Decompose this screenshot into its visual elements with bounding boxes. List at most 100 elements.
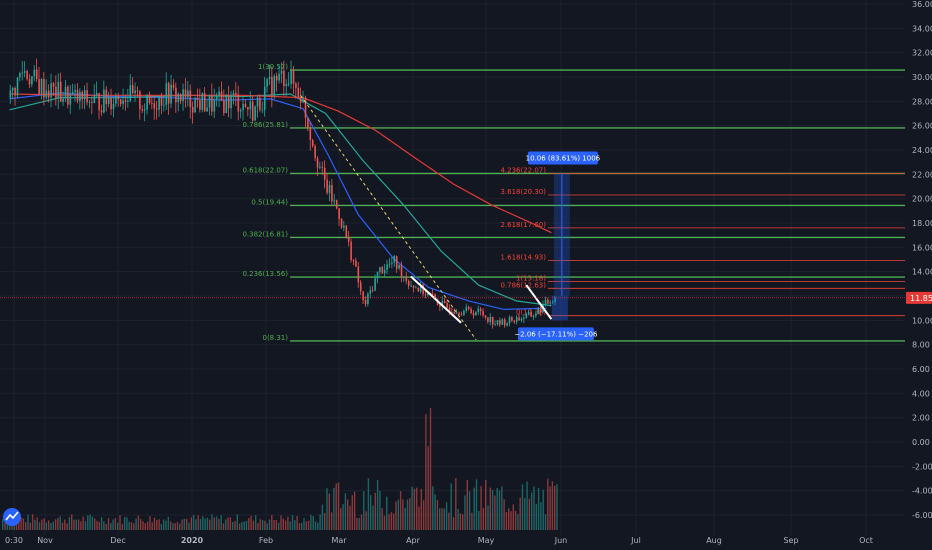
volume-bar (103, 521, 105, 530)
volume-bar (321, 504, 324, 530)
candle-body (127, 100, 129, 102)
volume-bar (289, 521, 291, 530)
volume-bar (130, 522, 133, 530)
candle-body (91, 101, 93, 103)
candle-body (232, 92, 235, 95)
candle-body (326, 179, 328, 193)
volume-bar (140, 519, 142, 530)
candle-body (112, 103, 115, 110)
volume-bar (77, 519, 80, 530)
volume-bar (383, 515, 386, 530)
volume-bar (27, 514, 29, 530)
volume-bar (349, 505, 351, 530)
candle-body (415, 287, 417, 289)
price-tick-label: 22.00 (912, 170, 932, 179)
candle-body (388, 263, 391, 265)
last-price-label: 11.85 (910, 294, 932, 303)
candle-body (122, 100, 124, 105)
candle-body (28, 79, 31, 85)
time-tick-label: 2020 (181, 536, 204, 545)
volume-bar (225, 519, 227, 530)
fib-retracement-label: 0.382(16.81) (242, 230, 288, 238)
trend-line-dashed[interactable] (300, 94, 477, 341)
volume-bar (197, 515, 199, 530)
candle-body (33, 69, 36, 77)
candle-body (100, 110, 103, 113)
price-tick-label: -6.00 (912, 511, 932, 520)
volume-bar (188, 522, 190, 530)
volume-bar (59, 516, 61, 530)
candle-body (220, 91, 223, 101)
candle-body (184, 89, 187, 98)
volume-bar (455, 478, 457, 530)
volume-bar (347, 499, 349, 530)
candle-body (551, 302, 554, 303)
time-tick-label: Oct (859, 536, 873, 545)
volume-bar (232, 521, 234, 530)
candle-body (266, 79, 268, 87)
last-price-tag (906, 291, 932, 304)
candle-body (83, 90, 86, 100)
tradingview-logo-icon[interactable] (3, 508, 21, 526)
volume-bar (473, 487, 475, 530)
volume-bar (71, 514, 73, 530)
price-range-measure[interactable]: 10.06 (83.61%) 1006 −2.06 (−17.11%) −206 (514, 151, 601, 341)
trend-line-white[interactable] (410, 275, 462, 324)
candle-body (314, 146, 316, 158)
candle-body (403, 276, 405, 278)
candle-body (187, 90, 189, 98)
measure-down-range[interactable] (551, 295, 568, 321)
volume-bar (551, 481, 554, 530)
volume-bar (528, 498, 531, 530)
price-tick-label: 20.00 (912, 195, 932, 204)
volume-bar (298, 523, 301, 530)
candle-body (345, 225, 348, 238)
candle-body (503, 319, 506, 326)
trend-drawings[interactable] (300, 94, 553, 341)
candle-body (513, 320, 516, 322)
trend-line-white[interactable] (525, 284, 553, 320)
candle-body (280, 70, 283, 74)
volume-bar (264, 520, 266, 530)
volume-bar (535, 503, 537, 530)
volume-bar (436, 500, 439, 530)
volume-bar (6, 519, 8, 530)
candle-body (177, 93, 180, 103)
volume-bar (475, 479, 478, 530)
moving-average-line (9, 93, 552, 307)
candle-body (477, 308, 480, 313)
candle-body (206, 107, 208, 112)
candle-body (472, 313, 475, 316)
candle-body (38, 79, 40, 95)
volume-bar (397, 499, 399, 530)
volume-bar (243, 521, 245, 530)
volume-bar (404, 507, 406, 530)
volume-bar (82, 516, 84, 530)
candle-body (19, 73, 21, 78)
volume-bar (84, 521, 87, 530)
volume-bar (220, 515, 222, 530)
candle-body (501, 319, 504, 325)
candle-body (153, 103, 156, 109)
fib-extension-levels[interactable]: 4.236(22.07) 3.618(20.30) 2.618(17.60) 1.61… (500, 166, 905, 317)
candle-body (278, 73, 280, 81)
candle-body (292, 70, 295, 84)
candle-body (347, 237, 350, 242)
volume-bar (126, 517, 128, 530)
volume-bar (38, 522, 41, 530)
volume-bar (420, 489, 422, 530)
volume-bar (549, 486, 551, 530)
candle-body (283, 70, 285, 87)
volume-bar (87, 515, 89, 530)
candle-body (247, 106, 249, 110)
candle-body (328, 185, 331, 193)
volume-bar (556, 484, 558, 530)
time-axis[interactable]: 0:30 Nov Dec 2020 Feb Mar Apr May Jun Jul Aug Sep Oc… (5, 536, 873, 545)
candle-body (43, 79, 45, 98)
volume-bar (156, 519, 158, 530)
candle-body (323, 167, 326, 180)
volume-bar (282, 518, 284, 530)
